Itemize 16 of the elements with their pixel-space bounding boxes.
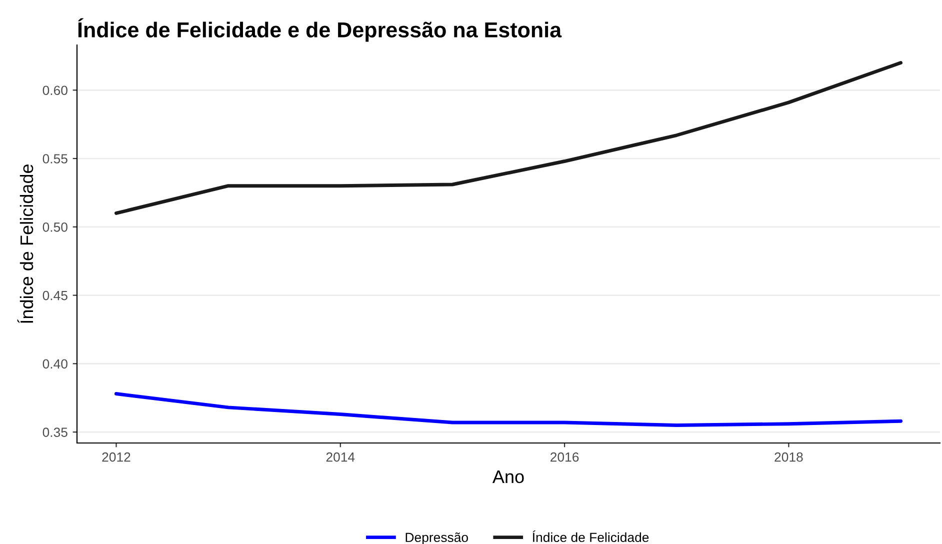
- line-series: [114, 392, 903, 427]
- y-tick-label: 0.35: [42, 428, 68, 437]
- chart-title: Índice de Felicidade e de Depressão na Estonia: [78, 18, 562, 42]
- y-axis-title: Índice de Felicidade: [17, 164, 34, 324]
- x-tick-label: 2018: [774, 452, 803, 462]
- legend-label: Índice de Felicidade: [532, 530, 649, 542]
- x-tick-label: 2014: [326, 452, 355, 462]
- y-tick-label: 0.55: [42, 154, 68, 164]
- y-tick-label: 0.40: [42, 359, 68, 369]
- y-tick-label: 0.45: [42, 290, 68, 300]
- x-tick-label: 2012: [102, 452, 130, 462]
- line-series: [114, 61, 903, 215]
- y-tick-label: 0.60: [42, 86, 68, 96]
- x-tick-label: 2016: [550, 452, 579, 462]
- y-tick-label: 0.50: [42, 222, 68, 232]
- x-axis-title: Ano: [492, 470, 524, 484]
